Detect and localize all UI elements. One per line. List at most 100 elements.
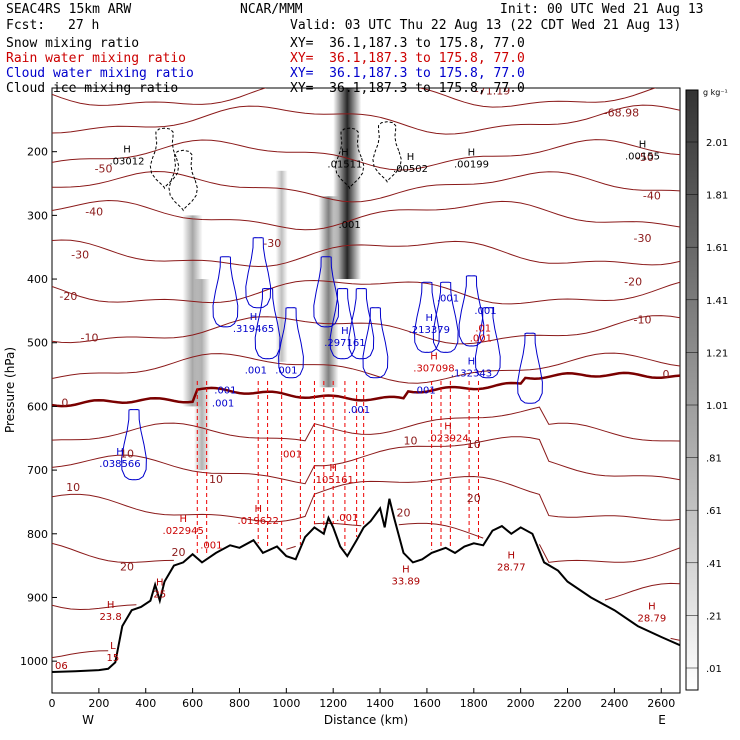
isotherm-label: 10	[120, 447, 134, 460]
forecast-hours: 27 h	[68, 18, 100, 33]
extremum-marker: H	[648, 602, 656, 613]
colorbar-label: .41	[706, 559, 722, 570]
extremum-marker: H	[341, 326, 349, 337]
contour-value-label: .001	[336, 513, 358, 524]
isotherm-label: 20	[120, 561, 134, 574]
isotherm-line	[52, 352, 680, 384]
isotherm-label: -71.19	[475, 84, 510, 97]
cloud-water-contour	[245, 237, 272, 309]
extremum-marker: H	[468, 356, 476, 367]
isotherm-label: -10	[634, 314, 652, 327]
contour-value-label: .001	[214, 386, 236, 397]
snow-ice-contour	[149, 127, 180, 190]
x-tick-label: 1800	[460, 697, 488, 710]
cloud-water-contour	[348, 287, 375, 360]
snow-ice-contour	[334, 127, 365, 190]
extremum-marker: H	[402, 565, 410, 576]
extremum-value: 33.89	[392, 577, 421, 588]
x-tick-label: 800	[229, 697, 250, 710]
colorbar-label: 2.01	[706, 138, 728, 149]
isotherm-line	[52, 522, 680, 564]
contour-value-label: .001	[470, 333, 492, 344]
isotherm-line	[52, 637, 680, 659]
extremum-value: 28.79	[638, 614, 667, 625]
isotherm-line	[52, 582, 680, 611]
x-axis-west-label: W	[82, 713, 94, 727]
extremum-value: 28.77	[497, 563, 526, 574]
extremum-marker: H	[156, 577, 164, 588]
legend-snow-label: Snow mixing ratio	[6, 36, 140, 51]
ice-shading-plume	[193, 279, 210, 471]
legend-rain-label: Rain water mixing ratio	[6, 51, 187, 66]
isotherm-label: -30	[263, 237, 281, 250]
extremum-value: .319465	[233, 324, 274, 335]
isotherm-line	[52, 170, 680, 203]
isotherm-line	[52, 475, 680, 523]
isotherm-label: 20	[467, 492, 481, 505]
x-tick-label: 1000	[272, 697, 300, 710]
extremum-marker: H	[426, 313, 434, 324]
organization: NCAR/MMM	[240, 2, 303, 17]
contour-value-label: .01	[475, 323, 491, 334]
contour-value-label: .001	[437, 293, 459, 304]
legend-rain-xy: XY= 36.1,187.3 to 175.8, 77.0	[290, 51, 525, 66]
isotherm-label: 10	[66, 481, 80, 494]
y-tick-label: 1000	[20, 655, 48, 668]
extremum-value: .132343	[451, 368, 492, 379]
cloud-water-contour	[121, 408, 147, 481]
x-tick-label: 1200	[319, 697, 347, 710]
x-axis-east-label: E	[658, 713, 666, 727]
isotherm-label: -50	[636, 151, 654, 164]
extremum-marker: H	[254, 504, 262, 515]
ice-shading-plume	[275, 170, 288, 362]
contour-value-label: .001	[348, 405, 370, 416]
init-time: Init: 00 UTC Wed 21 Aug 13	[500, 2, 704, 17]
extremum-marker: H	[329, 463, 337, 474]
colorbar-label: 1.61	[706, 243, 728, 254]
x-tick-label: 0	[49, 697, 56, 710]
y-tick-label: 500	[27, 337, 48, 350]
colorbar-label: .81	[706, 454, 722, 465]
isotherm-label: -30	[71, 249, 89, 262]
y-tick-label: 300	[27, 209, 48, 222]
isotherm-line	[52, 139, 680, 171]
cloud-water-contour	[474, 307, 501, 379]
contour-value-label: .001	[338, 220, 360, 231]
colorbar-label: 1.21	[706, 348, 728, 359]
x-tick-label: 2600	[647, 697, 675, 710]
extremum-marker: H	[468, 148, 476, 159]
colorbar-label: 1.01	[706, 401, 728, 412]
isotherm-label: -20	[624, 275, 642, 288]
extremum-value: .023924	[427, 433, 468, 444]
extremum-value: .00502	[393, 164, 428, 175]
extremum-value: .038566	[99, 459, 140, 470]
isotherm-line	[52, 279, 680, 305]
cloud-water-contour	[413, 281, 440, 353]
y-axis-label: Pressure (hPa)	[3, 347, 17, 433]
contour-value-label: .001	[200, 540, 222, 551]
legend-cloud-ice-label: Cloud ice mixing ratio	[6, 81, 179, 96]
extremum-value: .01511	[327, 160, 362, 171]
colorbar-ramp	[685, 89, 699, 691]
legend-cloud-ice-xy: XY= 36.1,187.3 to 175.8, 77.0	[290, 81, 525, 96]
extremum-marker: H	[123, 144, 131, 155]
cloud-water-contour	[278, 307, 304, 379]
cloud-water-contour	[362, 307, 389, 379]
isotherm-label: -50	[95, 163, 113, 176]
isotherm-label: -10	[81, 331, 99, 344]
extremum-marker: H	[508, 551, 516, 562]
cloud-water-contour	[432, 281, 459, 353]
cloud-water-contour	[517, 332, 543, 404]
extremum-value: .00199	[454, 160, 489, 171]
contour-value-label: .001	[212, 398, 234, 409]
snow-ice-contour	[168, 149, 198, 212]
contour-value-label: .001	[280, 449, 302, 460]
extremum-marker: H	[407, 152, 415, 163]
isotherm-label: 10	[404, 435, 418, 448]
x-tick-label: 2400	[600, 697, 628, 710]
extremum-marker: H	[341, 148, 349, 159]
x-tick-label: 1400	[366, 697, 394, 710]
extremum-marker: H	[250, 312, 258, 323]
cloud-water-contour	[212, 256, 239, 328]
